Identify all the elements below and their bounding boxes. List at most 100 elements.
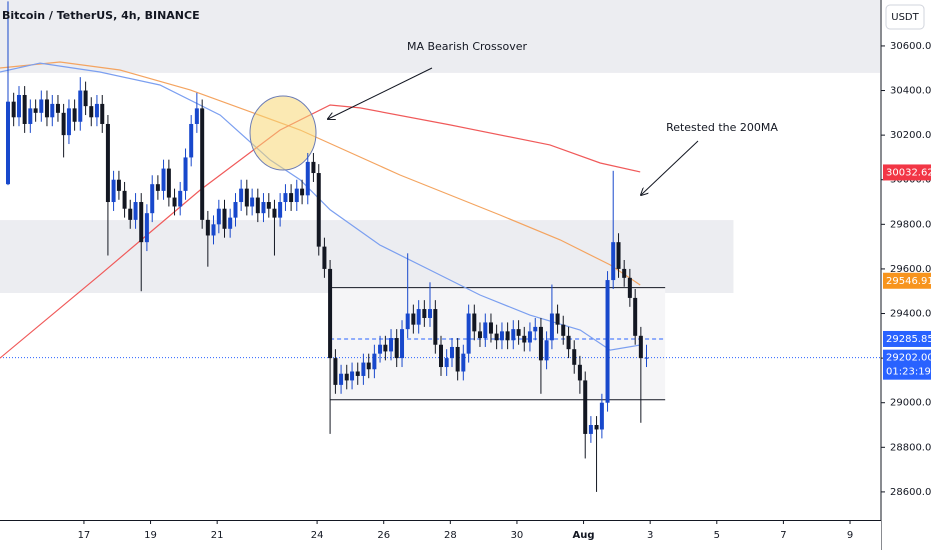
candle-body	[311, 161, 316, 174]
annotation: MA Bearish Crossover	[407, 40, 528, 53]
candle-body	[328, 268, 333, 359]
candle-body	[333, 358, 338, 385]
candle-body	[266, 202, 271, 209]
candle-body	[472, 313, 477, 332]
zone	[0, 0, 880, 73]
candle-body	[233, 202, 238, 218]
candle-body	[477, 331, 482, 339]
candle-body	[405, 313, 410, 330]
candle-body	[244, 188, 249, 207]
candle-body	[89, 106, 94, 118]
x-tick-label: 3	[647, 530, 653, 541]
candle-body	[583, 380, 588, 434]
candle-body	[533, 326, 538, 332]
price-label-box	[883, 330, 931, 347]
candle-body	[228, 217, 233, 229]
candle-body	[494, 333, 499, 341]
annotation-arrow	[328, 67, 433, 119]
y-tick-label: 29600.00	[890, 264, 932, 275]
candle-body	[572, 349, 577, 365]
candle-body	[616, 242, 621, 269]
zone	[0, 220, 734, 294]
candle-body	[522, 335, 527, 343]
moving-average	[0, 104, 641, 359]
candle-body	[94, 103, 99, 118]
axis-layer: 28600.0028800.0029000.0029200.0029400.00…	[78, 41, 932, 541]
candle-body	[339, 373, 344, 385]
candle-body	[361, 362, 366, 376]
candle-body	[44, 99, 49, 118]
chart-title: Bitcoin / TetherUS, 4h, BINANCE	[2, 9, 200, 22]
candle-body	[394, 338, 399, 359]
candle-body	[66, 108, 71, 136]
candle-body	[516, 329, 521, 336]
candle-body	[350, 371, 355, 381]
countdown: 01:23:19	[886, 367, 931, 378]
candle-body	[411, 313, 416, 325]
moving-average	[0, 61, 641, 286]
x-tick-label: 30	[511, 530, 524, 541]
candle-body	[128, 208, 133, 220]
crossover-highlight	[249, 95, 317, 171]
candle-body	[272, 208, 277, 218]
price-label-box	[883, 272, 931, 289]
unit-label[interactable]: USDT	[891, 12, 919, 23]
candle-body	[16, 94, 21, 118]
candle-body	[222, 208, 227, 229]
candle-body	[389, 338, 394, 352]
candle-body	[144, 213, 149, 243]
candle-body	[599, 402, 604, 430]
price-label-box	[883, 164, 931, 181]
y-tick-label: 30600.00	[890, 41, 932, 52]
candle-body	[566, 335, 571, 350]
candle-body	[638, 335, 643, 359]
candle-body	[449, 346, 454, 359]
candle-body	[438, 344, 443, 368]
x-tick-label: 21	[211, 530, 224, 541]
candle-body	[577, 364, 582, 381]
candle-body	[455, 346, 460, 372]
x-tick-label: 5	[714, 530, 720, 541]
candle-body	[422, 309, 427, 318]
candle-body	[11, 101, 16, 118]
candle-body	[255, 197, 260, 214]
candle-body	[33, 108, 38, 113]
candle-body	[61, 112, 66, 136]
candle-body	[105, 123, 110, 203]
y-tick-label: 28600.00	[890, 487, 932, 498]
y-tick-label: 29800.00	[890, 219, 932, 230]
candle-body	[200, 108, 205, 220]
annotation: Retested the 200MA	[666, 121, 778, 134]
candle-body	[194, 108, 199, 124]
candle-body	[289, 193, 294, 203]
unit-button[interactable]	[885, 4, 925, 30]
time-axis-panel	[0, 520, 881, 550]
candle-body	[183, 157, 188, 191]
candle-body	[499, 331, 504, 341]
y-tick-label: 29400.00	[890, 309, 932, 320]
candle-body	[28, 108, 33, 124]
x-tick-label: 19	[144, 530, 157, 541]
candle-body	[133, 202, 138, 220]
candle-body	[433, 309, 438, 345]
candle-body	[22, 94, 27, 124]
candle-body	[605, 280, 610, 403]
price-label: 29285.85	[886, 334, 932, 345]
candle-body	[633, 297, 638, 336]
candle-body	[372, 353, 377, 370]
candle-body	[250, 197, 255, 207]
candle-body	[538, 326, 543, 361]
candle-body	[139, 202, 144, 243]
candle-body	[416, 309, 421, 325]
price-label: 29202.00	[886, 353, 932, 364]
candle-body	[527, 331, 532, 343]
candle-body	[594, 425, 599, 430]
candle-body	[428, 309, 433, 318]
candle-body	[544, 340, 549, 361]
candle-body	[150, 184, 155, 214]
candle-body	[239, 188, 244, 203]
candle-body	[78, 90, 83, 122]
candle-body	[444, 358, 449, 368]
